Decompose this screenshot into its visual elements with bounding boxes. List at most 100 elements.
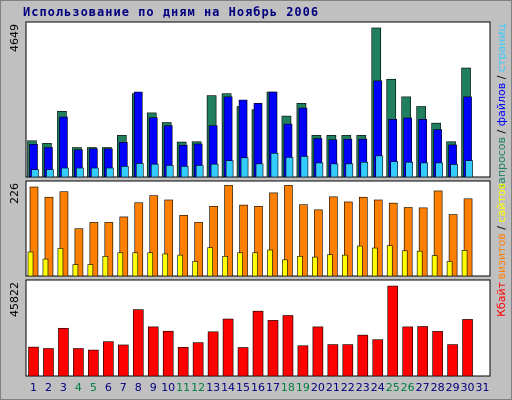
legend-entry: запросов xyxy=(495,137,508,190)
pages-bar xyxy=(91,167,99,178)
x-tick-label: 12 xyxy=(191,381,205,394)
sites-bar xyxy=(431,255,438,277)
pages-bar xyxy=(255,163,264,178)
visits-bar xyxy=(29,186,39,277)
pages-bar xyxy=(46,169,54,178)
kbytes-bar xyxy=(88,349,99,377)
sites-bar xyxy=(356,245,363,277)
kbytes-bar xyxy=(432,331,443,377)
kbytes-bar xyxy=(267,320,279,377)
legend-middle: визитов / сайтов xyxy=(495,183,508,280)
visits-bar xyxy=(134,202,144,277)
pages-bar xyxy=(195,165,204,178)
kbytes-bar xyxy=(372,339,384,377)
visits-bar xyxy=(448,214,458,277)
x-tick-label: 10 xyxy=(161,381,175,394)
kbytes-bar xyxy=(357,334,369,377)
x-tick-label: 18 xyxy=(281,381,295,394)
visits-bar xyxy=(194,222,203,277)
visits-bar xyxy=(388,202,398,277)
kbytes-bar xyxy=(58,327,69,377)
pages-bar xyxy=(150,163,159,178)
kbytes-bar xyxy=(28,346,39,377)
visits-bar xyxy=(314,209,323,277)
kbytes-bar xyxy=(177,347,189,377)
visits-bar xyxy=(403,207,413,277)
x-tick-label: 4 xyxy=(75,381,82,394)
y-max-label-2: 226 xyxy=(8,183,21,204)
pages-bar xyxy=(285,157,294,178)
legend-entry: сайтов xyxy=(495,183,508,223)
sites-bar xyxy=(401,250,408,277)
visits-bar xyxy=(269,192,278,277)
kbytes-bar xyxy=(118,344,129,377)
kbytes-bar xyxy=(43,348,54,377)
x-tick-label: 25 xyxy=(386,381,400,394)
x-tick-label: 20 xyxy=(311,381,325,394)
pages-bar xyxy=(450,164,458,178)
pages-bar xyxy=(375,155,384,178)
sites-bar xyxy=(312,256,318,277)
legend-separator: / xyxy=(495,126,508,137)
visits-bar xyxy=(224,185,233,277)
legend-entry: визитов xyxy=(495,233,508,279)
sites-bar xyxy=(237,252,243,277)
kbytes-bar xyxy=(312,326,324,377)
kbytes-bar xyxy=(222,318,234,377)
visits-bar xyxy=(358,196,368,277)
visits-bar xyxy=(149,195,159,277)
x-tick-label: 31 xyxy=(476,381,490,394)
x-tick-label: 26 xyxy=(401,381,415,394)
pages-bar xyxy=(76,167,84,178)
pages-bar xyxy=(270,152,279,178)
sites-bar xyxy=(416,250,423,277)
x-tick-label: 2 xyxy=(45,381,52,394)
legend-separator: / xyxy=(495,223,508,234)
x-tick-label: 30 xyxy=(461,381,475,394)
x-tick-label: 17 xyxy=(266,381,280,394)
pages-bar xyxy=(180,166,189,178)
x-tick-label: 5 xyxy=(90,381,97,394)
pages-bar xyxy=(31,169,39,178)
sites-bar xyxy=(461,250,468,277)
pages-bar xyxy=(300,156,309,178)
x-tick-label: 21 xyxy=(326,381,340,394)
visits-bar xyxy=(329,196,338,277)
sites-bar xyxy=(87,264,94,277)
sites-bar xyxy=(57,248,64,277)
x-tick-label: 27 xyxy=(416,381,430,394)
visits-bar xyxy=(119,216,129,277)
pages-bar xyxy=(135,163,144,178)
x-tick-label: 15 xyxy=(236,381,250,394)
pages-bar xyxy=(405,161,413,178)
x-tick-label: 3 xyxy=(60,381,67,394)
sites-bar xyxy=(42,258,49,277)
visits-bar xyxy=(373,199,383,277)
x-tick-label: 22 xyxy=(341,381,355,394)
x-tick-label: 29 xyxy=(446,381,460,394)
visits-bar xyxy=(164,199,174,277)
pages-bar xyxy=(465,160,473,178)
visits-bar xyxy=(239,204,248,277)
sites-bar xyxy=(252,252,258,277)
pages-bar xyxy=(435,162,443,178)
y-max-label-3: 45822 xyxy=(8,282,21,317)
visits-bar xyxy=(104,222,114,277)
x-tick-label: 19 xyxy=(296,381,310,394)
legend-top: запросов / файлов / страниц xyxy=(495,24,508,190)
visits-bar xyxy=(284,185,293,277)
legend-separator: / xyxy=(495,72,508,83)
kbytes-bar xyxy=(207,331,219,377)
sites-bar xyxy=(222,256,228,277)
visits-bar xyxy=(463,198,473,277)
pages-bar xyxy=(165,165,174,178)
pages-bar xyxy=(360,161,369,178)
kbytes-bar xyxy=(192,342,204,377)
kbytes-bar xyxy=(252,310,264,377)
pages-bar xyxy=(210,163,219,178)
sites-bar xyxy=(207,247,213,277)
kbytes-bar xyxy=(132,309,144,377)
sites-bar xyxy=(72,264,79,277)
sites-bar xyxy=(327,254,333,277)
